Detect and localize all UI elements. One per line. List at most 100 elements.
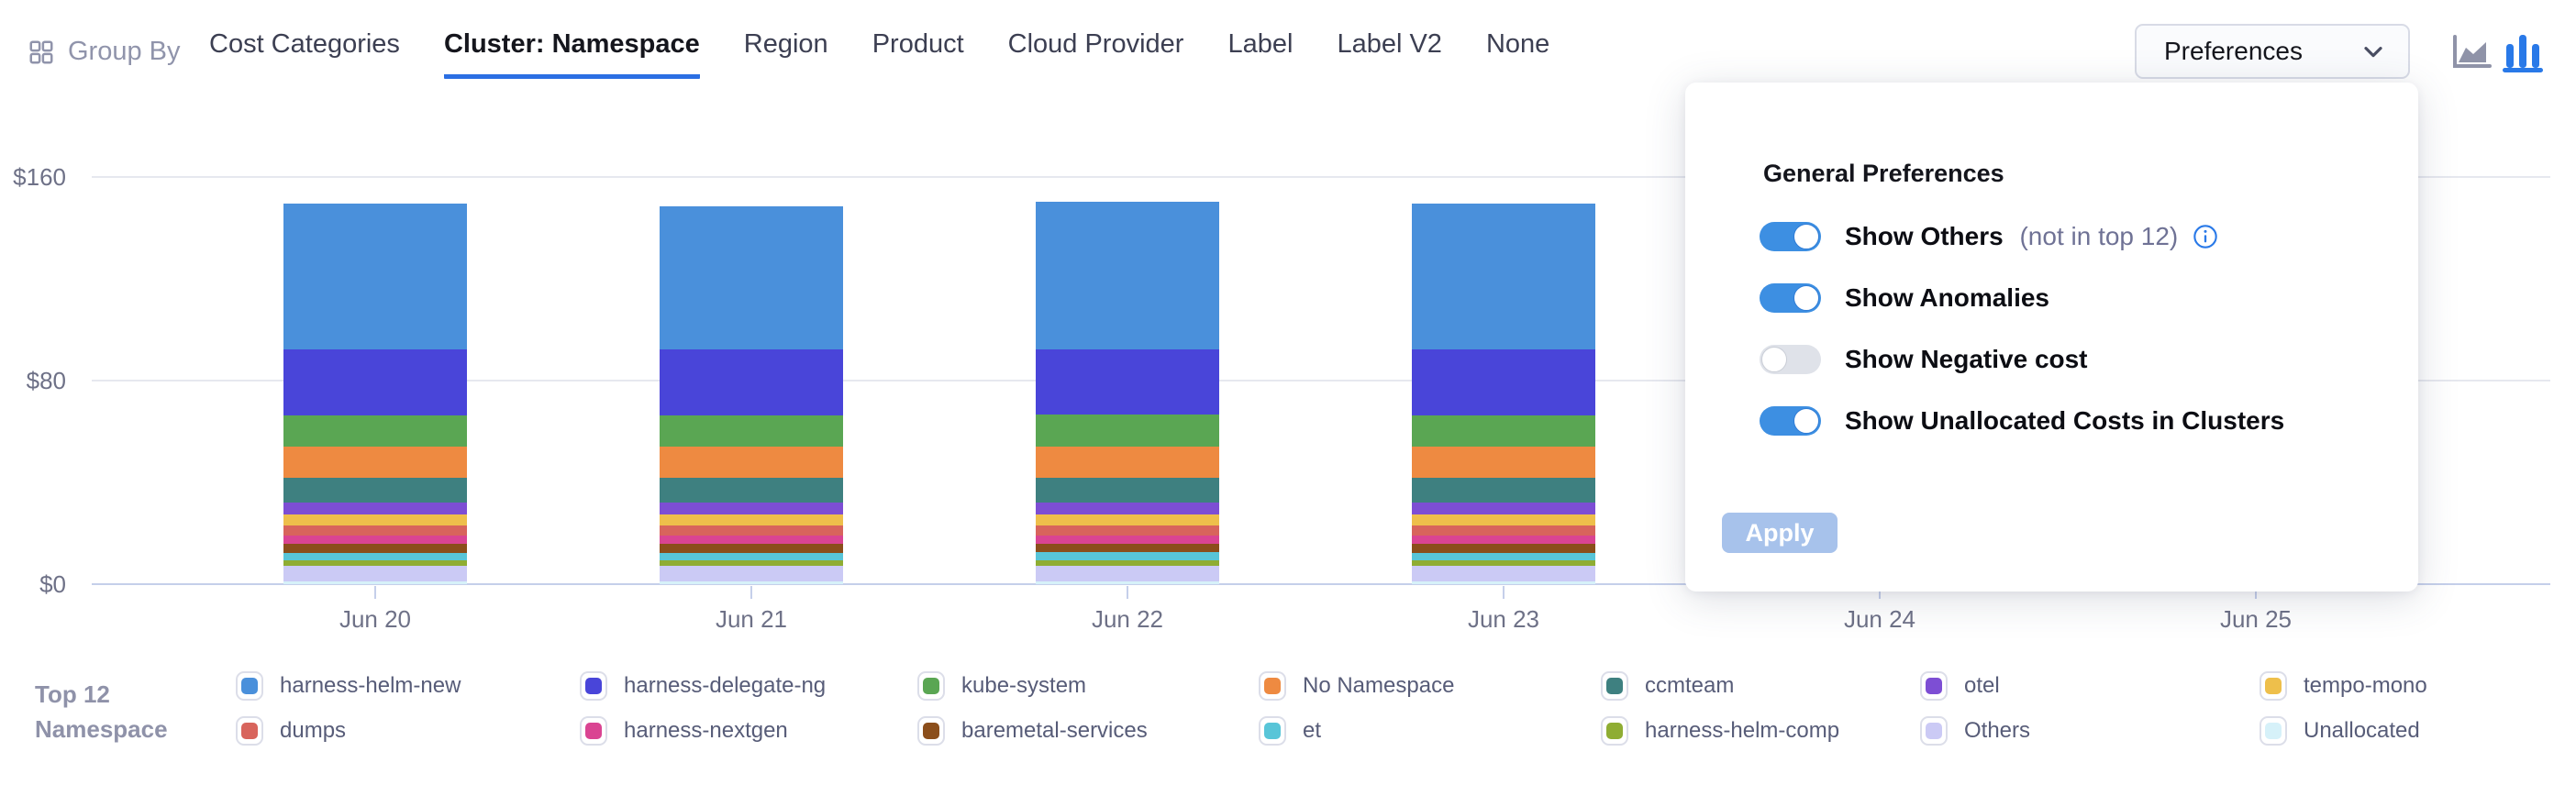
legend-item-unallocated[interactable]: Unallocated [2260, 716, 2535, 746]
bar-segment-others[interactable] [1412, 565, 1595, 582]
bar-segment-harness-helm-comp[interactable] [660, 559, 843, 566]
bar-segment-harness-helm-new[interactable] [1412, 203, 1595, 349]
bar-segment-harness-delegate-ng[interactable] [1036, 348, 1219, 415]
bar-segment-tempo-mono[interactable] [660, 514, 843, 525]
bar-segment-ccmteam[interactable] [283, 477, 467, 503]
bar-segment-tempo-mono[interactable] [283, 514, 467, 525]
bar-segment-no-namespace[interactable] [660, 447, 843, 478]
bar-segment-otel[interactable] [1412, 502, 1595, 514]
legend-item-ccmteam[interactable]: ccmteam [1601, 671, 1920, 701]
stacked-bar-jun-21[interactable] [660, 205, 843, 584]
group-by-control[interactable]: Group By [28, 37, 181, 67]
stacked-bar-jun-23[interactable] [1412, 203, 1595, 584]
info-icon[interactable] [2193, 224, 2218, 249]
bar-chart-icon[interactable] [2503, 33, 2543, 74]
bar-segment-dumps[interactable] [1036, 525, 1219, 536]
grid-icon [28, 39, 55, 66]
bar-segment-otel[interactable] [283, 502, 467, 514]
legend-item-dumps[interactable]: dumps [236, 716, 580, 746]
tab-cluster-namespace[interactable]: Cluster: Namespace [443, 29, 700, 79]
bar-segment-harness-delegate-ng[interactable] [283, 348, 467, 415]
bar-segment-harness-delegate-ng[interactable] [1412, 348, 1595, 415]
toggle-show-others[interactable] [1760, 222, 1821, 251]
legend-item-tempo-mono[interactable]: tempo-mono [2260, 671, 2535, 701]
bar-segment-harness-nextgen[interactable] [1412, 535, 1595, 544]
bar-segment-otel[interactable] [660, 502, 843, 514]
bar-segment-harness-helm-new[interactable] [1036, 201, 1219, 349]
bar-segment-baremetal-services[interactable] [1412, 543, 1595, 553]
stacked-bar-jun-22[interactable] [1036, 201, 1219, 584]
toggle-knob [1793, 408, 1819, 434]
bar-segment-harness-nextgen[interactable] [1036, 535, 1219, 544]
tab-product[interactable]: Product [872, 29, 964, 59]
bar-segment-harness-helm-comp[interactable] [1412, 559, 1595, 566]
bar-segment-harness-delegate-ng[interactable] [660, 349, 843, 416]
bar-segment-no-namespace[interactable] [1036, 446, 1219, 478]
bar-segment-ccmteam[interactable] [1412, 477, 1595, 503]
gridline-0 [92, 583, 2550, 585]
bar-segment-et[interactable] [1036, 552, 1219, 560]
tab-cost-categories[interactable]: Cost Categories [209, 29, 400, 59]
bar-segment-harness-helm-comp[interactable] [283, 559, 467, 566]
bar-segment-unallocated[interactable] [1036, 581, 1219, 584]
tab-label[interactable]: Label [1227, 29, 1294, 59]
toggle-show-anomalies[interactable] [1760, 283, 1821, 313]
legend-item-no-namespace[interactable]: No Namespace [1259, 671, 1601, 701]
bar-segment-dumps[interactable] [660, 525, 843, 536]
bar-segment-kube-system[interactable] [1412, 415, 1595, 447]
toggle-show-unallocated-costs-in-clusters[interactable] [1760, 406, 1821, 436]
legend-item-harness-helm-comp[interactable]: harness-helm-comp [1601, 716, 1920, 746]
legend-item-others[interactable]: Others [1920, 716, 2260, 746]
bar-segment-kube-system[interactable] [1036, 415, 1219, 447]
bar-segment-harness-nextgen[interactable] [283, 535, 467, 544]
legend-item-otel[interactable]: otel [1920, 671, 2260, 701]
bar-segment-ccmteam[interactable] [660, 477, 843, 503]
tab-none[interactable]: None [1485, 29, 1550, 59]
legend-swatch-color [923, 678, 939, 694]
bar-segment-others[interactable] [1036, 565, 1219, 582]
x-axis-label: Jun 25 [2219, 605, 2293, 633]
bar-segment-et[interactable] [283, 552, 467, 560]
gridline-160 [92, 176, 2550, 178]
bar-segment-baremetal-services[interactable] [283, 543, 467, 553]
bar-segment-others[interactable] [283, 565, 467, 582]
bar-segment-tempo-mono[interactable] [1412, 514, 1595, 525]
preferences-dropdown-button[interactable]: Preferences [2135, 24, 2410, 79]
bar-segment-et[interactable] [660, 552, 843, 560]
apply-button[interactable]: Apply [1722, 513, 1838, 553]
bar-segment-unallocated[interactable] [660, 581, 843, 584]
area-chart-icon[interactable] [2451, 35, 2492, 76]
bar-segment-baremetal-services[interactable] [1036, 543, 1219, 553]
bar-segment-otel[interactable] [1036, 502, 1219, 514]
bar-segment-dumps[interactable] [283, 525, 467, 536]
legend-item-kube-system[interactable]: kube-system [917, 671, 1259, 701]
bar-segment-ccmteam[interactable] [1036, 477, 1219, 503]
bar-segment-baremetal-services[interactable] [660, 543, 843, 553]
bar-segment-kube-system[interactable] [660, 415, 843, 448]
bar-segment-no-namespace[interactable] [283, 446, 467, 478]
bar-segment-et[interactable] [1412, 552, 1595, 560]
legend-item-harness-delegate-ng[interactable]: harness-delegate-ng [580, 671, 917, 701]
legend-item-et[interactable]: et [1259, 716, 1601, 746]
bar-segment-no-namespace[interactable] [1412, 446, 1595, 478]
legend-item-harness-helm-new[interactable]: harness-helm-new [236, 671, 580, 701]
tab-cloud-provider[interactable]: Cloud Provider [1007, 29, 1184, 59]
bar-segment-harness-helm-comp[interactable] [1036, 559, 1219, 566]
toggle-show-negative-cost[interactable] [1760, 345, 1821, 374]
tab-label-v2[interactable]: Label V2 [1337, 29, 1442, 59]
bar-segment-tempo-mono[interactable] [1036, 514, 1219, 525]
bar-segment-kube-system[interactable] [283, 415, 467, 447]
legend-item-baremetal-services[interactable]: baremetal-services [917, 716, 1259, 746]
stacked-bar-jun-20[interactable] [283, 203, 467, 584]
bar-segment-dumps[interactable] [1412, 525, 1595, 536]
bar-segment-others[interactable] [660, 565, 843, 582]
bar-segment-unallocated[interactable] [283, 581, 467, 584]
bar-segment-harness-helm-new[interactable] [660, 205, 843, 350]
tab-region[interactable]: Region [743, 29, 828, 59]
toggle-knob [1793, 224, 1819, 249]
bar-segment-harness-nextgen[interactable] [660, 535, 843, 544]
bar-segment-harness-helm-new[interactable] [283, 203, 467, 349]
legend-label-ccmteam: ccmteam [1645, 673, 1735, 698]
bar-segment-unallocated[interactable] [1412, 581, 1595, 584]
legend-item-harness-nextgen[interactable]: harness-nextgen [580, 716, 917, 746]
